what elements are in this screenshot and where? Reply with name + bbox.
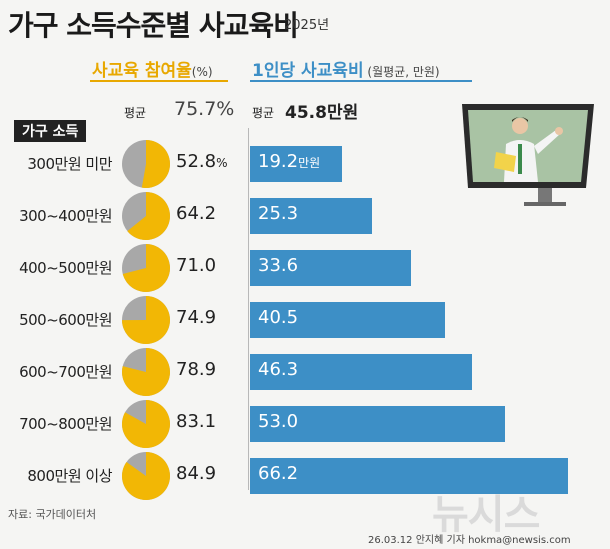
- pie-slice-participation: [122, 348, 170, 397]
- spending-number: 25.3: [258, 203, 299, 224]
- teacher-monitor-illustration: [462, 104, 594, 206]
- income-bracket-label: 300~400만원: [19, 207, 112, 225]
- teacher-head: [512, 118, 528, 134]
- spending-number: 33.6: [258, 255, 299, 276]
- teacher-arm: [534, 130, 560, 154]
- spending-number: 19.2: [258, 151, 299, 172]
- participation-value: 64.2: [176, 203, 216, 224]
- spending-value: 66.2: [258, 463, 298, 484]
- spending-bar: [250, 198, 372, 234]
- spending-underline: [250, 80, 472, 82]
- spending-number: 53.0: [258, 411, 299, 432]
- spending-avg-label: 평균: [252, 106, 275, 120]
- spending-number: 66.2: [258, 463, 299, 484]
- spending-bar: [250, 250, 411, 286]
- spending-number: 46.3: [258, 359, 299, 380]
- spending-avg-value: 45.8만원: [285, 103, 359, 123]
- participation-value: 52.8%: [176, 151, 227, 172]
- pie-slice-participation: [122, 296, 170, 344]
- participation-value: 84.9: [176, 463, 216, 484]
- participation-heading-text: 사교육 참여율: [92, 61, 192, 81]
- pie-slice-participation: [141, 140, 171, 188]
- pie-slice-participation: [122, 244, 171, 292]
- spending-bar: [250, 458, 568, 494]
- participation-underline: [90, 80, 228, 82]
- chart-title: 가구 소득수준별 사교육비: [8, 9, 299, 42]
- spending-unit: (월평균, 만원): [363, 65, 440, 79]
- spending-value: 33.6: [258, 255, 298, 276]
- participation-number: 52.8: [176, 151, 217, 172]
- participation-unit: (%): [191, 65, 213, 79]
- pie-slice-participation: [121, 400, 170, 449]
- chart-year: 2025년: [284, 18, 330, 33]
- participation-heading: 사교육 참여율(%): [92, 56, 213, 81]
- spending-bar: [250, 146, 342, 182]
- spending-value: 46.3: [258, 359, 298, 380]
- bar-axis-line: [248, 128, 249, 490]
- participation-avg-label: 평균: [124, 106, 147, 120]
- teacher-hair: [512, 117, 528, 122]
- income-bracket-label: 800만원 이상: [27, 467, 112, 485]
- source-note: 자료: 국가데이터처: [8, 508, 97, 521]
- participation-number: 74.9: [176, 307, 217, 328]
- spending-bar: [250, 354, 472, 390]
- pie-slice-participation: [127, 192, 170, 241]
- spending-bar: [250, 302, 445, 338]
- spending-suffix: 만원: [298, 156, 321, 170]
- participation-value: 71.0: [176, 255, 216, 276]
- income-bracket-label: 300만원 미만: [27, 155, 112, 173]
- participation-avg-value: 75.7%: [174, 98, 235, 120]
- participation-number: 78.9: [176, 359, 217, 380]
- credit-line: 26.03.12 안지혜 기자 hokma@newsis.com: [368, 535, 571, 546]
- spending-heading-text: 1인당 사교육비: [252, 61, 364, 81]
- spending-value: 25.3: [258, 203, 298, 224]
- participation-number: 84.9: [176, 463, 217, 484]
- watermark-logo: 뉴시스: [432, 492, 540, 538]
- spending-value: 53.0: [258, 411, 298, 432]
- participation-value: 78.9: [176, 359, 216, 380]
- participation-suffix: %: [216, 156, 228, 170]
- income-bracket-label: 400~500만원: [19, 259, 112, 277]
- participation-number: 83.1: [176, 411, 217, 432]
- income-bracket-label: 700~800만원: [19, 415, 112, 433]
- income-bracket-label: 600~700만원: [19, 363, 112, 381]
- spending-value: 19.2만원: [258, 151, 320, 172]
- spending-heading: 1인당 사교육비 (월평균, 만원): [252, 56, 440, 81]
- pie-slice-participation: [122, 451, 171, 500]
- participation-value: 74.9: [176, 307, 216, 328]
- participation-number: 64.2: [176, 203, 217, 224]
- spending-number: 40.5: [258, 307, 299, 328]
- spending-value: 40.5: [258, 307, 298, 328]
- book-icon: [494, 152, 516, 172]
- monitor-stand: [538, 188, 552, 202]
- teacher-hand: [555, 127, 563, 135]
- participation-number: 71.0: [176, 255, 217, 276]
- income-bracket-label: 500~600만원: [19, 311, 112, 329]
- teacher-tie: [518, 144, 522, 174]
- participation-value: 83.1: [176, 411, 216, 432]
- income-header: 가구 소득: [14, 120, 87, 142]
- monitor-base: [524, 202, 566, 206]
- spending-bar: [250, 406, 505, 442]
